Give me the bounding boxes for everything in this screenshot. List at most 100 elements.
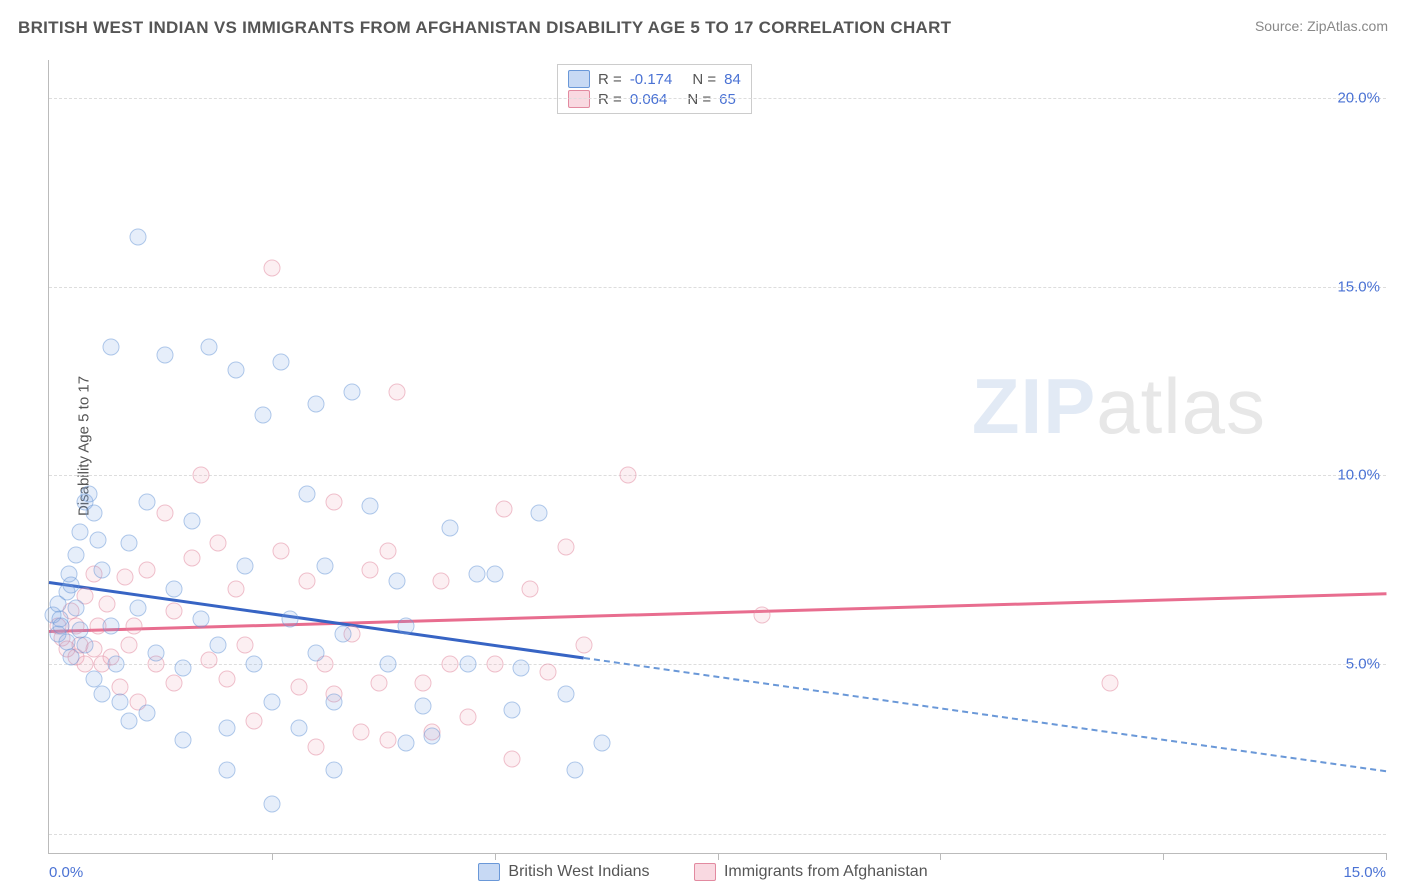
data-point (263, 259, 280, 276)
data-point (504, 750, 521, 767)
source-label: Source: (1255, 18, 1307, 34)
data-point (486, 565, 503, 582)
source-value: ZipAtlas.com (1307, 18, 1388, 34)
data-point (85, 505, 102, 522)
data-point (486, 656, 503, 673)
y-tick-label: 10.0% (1337, 467, 1380, 484)
data-point (219, 761, 236, 778)
x-tick-mark (940, 853, 941, 860)
gridline-h (49, 287, 1386, 288)
trend-line (584, 657, 1386, 772)
data-point (352, 724, 369, 741)
data-point (183, 512, 200, 529)
data-point (388, 384, 405, 401)
swatch-blue-icon (568, 70, 590, 88)
data-point (147, 644, 164, 661)
data-point (415, 697, 432, 714)
data-point (754, 607, 771, 624)
y-tick-label: 20.0% (1337, 89, 1380, 106)
data-point (557, 686, 574, 703)
data-point (156, 505, 173, 522)
data-point (130, 229, 147, 246)
data-point (379, 731, 396, 748)
data-point (308, 644, 325, 661)
data-point (468, 565, 485, 582)
data-point (361, 561, 378, 578)
data-point (67, 546, 84, 563)
y-tick-label: 5.0% (1346, 656, 1380, 673)
data-point (299, 573, 316, 590)
data-point (326, 761, 343, 778)
data-point (121, 535, 138, 552)
data-point (442, 656, 459, 673)
data-point (183, 550, 200, 567)
data-point (620, 467, 637, 484)
data-point (98, 595, 115, 612)
data-point (308, 395, 325, 412)
source-link[interactable]: Source: ZipAtlas.com (1255, 18, 1388, 36)
data-point (192, 610, 209, 627)
r-legend-row-pink: R = 0.064 N = 65 (568, 89, 741, 109)
data-point (388, 573, 405, 590)
x-tick-mark (1163, 853, 1164, 860)
chart-title: BRITISH WEST INDIAN VS IMMIGRANTS FROM A… (18, 18, 951, 38)
data-point (415, 675, 432, 692)
data-point (459, 709, 476, 726)
data-point (125, 618, 142, 635)
data-point (94, 561, 111, 578)
data-point (210, 637, 227, 654)
data-point (246, 656, 263, 673)
data-point (139, 561, 156, 578)
legend-item-pink: Immigrants from Afghanistan (694, 863, 928, 881)
data-point (433, 573, 450, 590)
data-point (1101, 675, 1118, 692)
data-point (130, 599, 147, 616)
data-point (90, 531, 107, 548)
data-point (174, 659, 191, 676)
data-point (281, 610, 298, 627)
data-point (317, 558, 334, 575)
data-point (326, 693, 343, 710)
data-point (107, 656, 124, 673)
data-point (272, 542, 289, 559)
data-point (103, 338, 120, 355)
data-point (94, 686, 111, 703)
data-point (116, 569, 133, 586)
data-point (192, 467, 209, 484)
data-point (557, 539, 574, 556)
gridline-h (49, 834, 1386, 835)
y-tick-label: 15.0% (1337, 278, 1380, 295)
trend-line (49, 592, 1386, 632)
data-point (495, 501, 512, 518)
data-point (566, 761, 583, 778)
data-point (228, 580, 245, 597)
data-point (531, 505, 548, 522)
data-point (335, 625, 352, 642)
watermark: ZIPatlas (972, 361, 1266, 452)
r-legend-row-blue: R = -0.174 N = 84 (568, 69, 741, 89)
data-point (139, 705, 156, 722)
data-point (81, 486, 98, 503)
data-point (237, 637, 254, 654)
data-point (121, 637, 138, 654)
data-point (593, 735, 610, 752)
data-point (103, 618, 120, 635)
series-legend: British West Indians Immigrants from Afg… (0, 863, 1406, 886)
data-point (344, 384, 361, 401)
x-tick-mark (1386, 853, 1387, 860)
data-point (397, 735, 414, 752)
data-point (165, 675, 182, 692)
data-point (290, 720, 307, 737)
data-point (263, 795, 280, 812)
data-point (575, 637, 592, 654)
data-point (379, 542, 396, 559)
legend-item-blue: British West Indians (478, 863, 649, 881)
data-point (513, 659, 530, 676)
data-point (210, 535, 227, 552)
data-point (263, 693, 280, 710)
data-point (67, 599, 84, 616)
data-point (272, 354, 289, 371)
data-point (370, 675, 387, 692)
correlation-legend: R = -0.174 N = 84 R = 0.064 N = 65 (557, 64, 752, 114)
data-point (540, 663, 557, 680)
